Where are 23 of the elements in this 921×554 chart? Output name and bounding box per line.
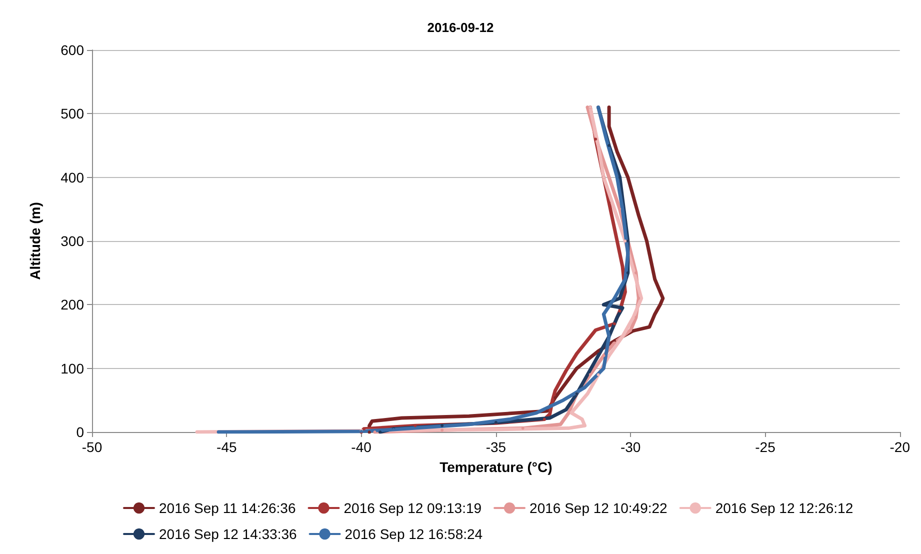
x-tick-label: -25 bbox=[755, 439, 776, 455]
y-tick-label: 300 bbox=[60, 233, 84, 249]
y-tick-label: 200 bbox=[60, 296, 84, 313]
x-tick-label: -40 bbox=[351, 439, 372, 455]
x-tick-label: -50 bbox=[82, 439, 102, 455]
x-tick-label: -45 bbox=[216, 439, 237, 455]
x-tick-label: -35 bbox=[486, 439, 506, 455]
legend-label: 2016 Sep 12 10:49:22 bbox=[530, 500, 668, 516]
y-axis-title: Altitude (m) bbox=[27, 202, 43, 280]
legend-label: 2016 Sep 12 16:58:24 bbox=[344, 526, 483, 542]
legend-label: 2016 Sep 12 09:13:19 bbox=[344, 500, 482, 516]
y-tick-label: 400 bbox=[60, 169, 84, 186]
x-tick-label: -30 bbox=[620, 439, 641, 455]
y-tick-label: 100 bbox=[60, 360, 84, 376]
y-tick-label: 600 bbox=[60, 42, 84, 58]
x-tick-label: -20 bbox=[890, 439, 910, 455]
legend-label: 2016 Sep 12 14:33:36 bbox=[159, 526, 298, 542]
legend-label: 2016 Sep 11 14:26:36 bbox=[159, 500, 296, 516]
y-tick-label: 0 bbox=[76, 424, 84, 440]
x-axis-title: Temperature (°C) bbox=[440, 459, 552, 475]
chart-title: 2016-09-12 bbox=[427, 20, 494, 35]
legend-label: 2016 Sep 12 12:26:12 bbox=[715, 500, 854, 516]
y-tick-label: 500 bbox=[60, 106, 84, 122]
